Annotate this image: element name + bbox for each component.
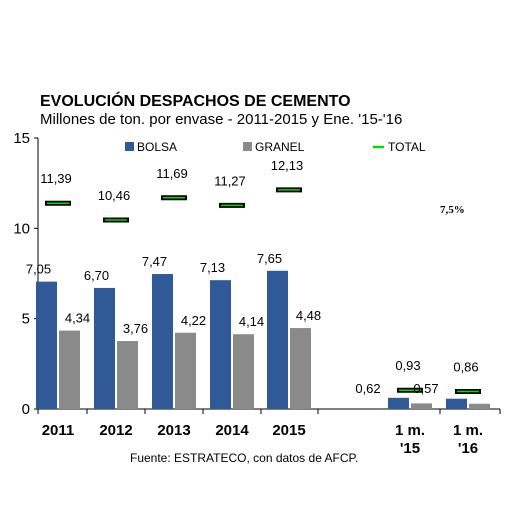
label-total-1: 10,46 (98, 188, 131, 203)
y-tick-label-3: 15 (13, 130, 30, 147)
x-category-label-6-1: '16 (458, 440, 478, 457)
label-bolsa-2: 7,47 (142, 254, 167, 269)
y-tick-label-2: 10 (13, 220, 30, 237)
annotation-note: 7,5% (440, 204, 465, 216)
chart-subtitle: Millones de ton. por envase - 2011-2015 … (40, 111, 402, 128)
chart-title: EVOLUCIÓN DESPACHOS DE CEMENTO (40, 91, 351, 110)
bar-bolsa-3 (210, 280, 231, 409)
label-bolsa-5: 0,62 (355, 381, 380, 396)
y-tick-label-0: 0 (22, 401, 30, 418)
bar-bolsa-6 (446, 398, 467, 409)
label-bolsa-3: 7,13 (200, 260, 225, 275)
label-granel-1: 3,76 (123, 321, 148, 336)
label-total-2: 11,69 (156, 166, 188, 181)
bar-bolsa-2 (152, 274, 173, 409)
x-category-label-2-0: 2013 (157, 422, 190, 439)
bar-granel-5 (411, 403, 432, 409)
plot-area: 0 5 10 15 7,05 4,34 11,39 2011 6,70 3,76 10,46 2012… (13, 130, 501, 457)
bar-granel-2 (175, 332, 196, 409)
label-total-0: 11,39 (40, 171, 72, 186)
x-category-label-6-0: 1 m. (453, 422, 483, 439)
label-total-5: 0,93 (395, 358, 420, 373)
bar-bolsa-0 (36, 281, 57, 409)
label-bolsa-1: 6,70 (84, 268, 109, 283)
label-bolsa-4: 7,65 (257, 251, 282, 266)
bar-granel-6 (469, 403, 490, 409)
label-granel-4: 4,48 (296, 308, 321, 323)
x-category-label-1-0: 2012 (99, 422, 132, 439)
label-bolsa-0: 7,05 (26, 262, 51, 277)
y-tick-label-1: 5 (22, 311, 30, 328)
label-total-6: 0,86 (453, 359, 478, 374)
legend-label-bolsa: BOLSA (137, 140, 177, 154)
legend-swatch-bolsa (125, 142, 134, 151)
label-bolsa-6: 0,57 (413, 381, 438, 396)
x-category-label-5-0: 1 m. (395, 422, 425, 439)
x-category-label-3-0: 2014 (215, 422, 249, 439)
bar-bolsa-4 (267, 270, 288, 409)
bar-granel-1 (117, 341, 138, 409)
legend-label-granel: GRANEL (255, 140, 305, 154)
legend-label-total: TOTAL (388, 140, 426, 154)
label-granel-3: 4,14 (239, 314, 264, 329)
label-total-4: 12,13 (271, 158, 304, 173)
bar-bolsa-1 (94, 287, 115, 409)
label-total-3: 11,27 (214, 173, 246, 188)
x-category-label-4-0: 2015 (272, 422, 305, 439)
bar-granel-0 (59, 330, 80, 409)
label-granel-0: 4,34 (65, 311, 90, 326)
bar-granel-3 (233, 334, 254, 409)
legend-swatch-granel (243, 142, 252, 151)
x-category-label-5-1: '15 (400, 440, 420, 457)
x-category-label-0-0: 2011 (42, 422, 75, 439)
source-note: Fuente: ESTRATECO, con datos de AFCP. (130, 451, 358, 465)
bar-bolsa-5 (388, 397, 409, 409)
label-granel-2: 4,22 (181, 313, 206, 328)
bar-granel-4 (290, 328, 311, 409)
